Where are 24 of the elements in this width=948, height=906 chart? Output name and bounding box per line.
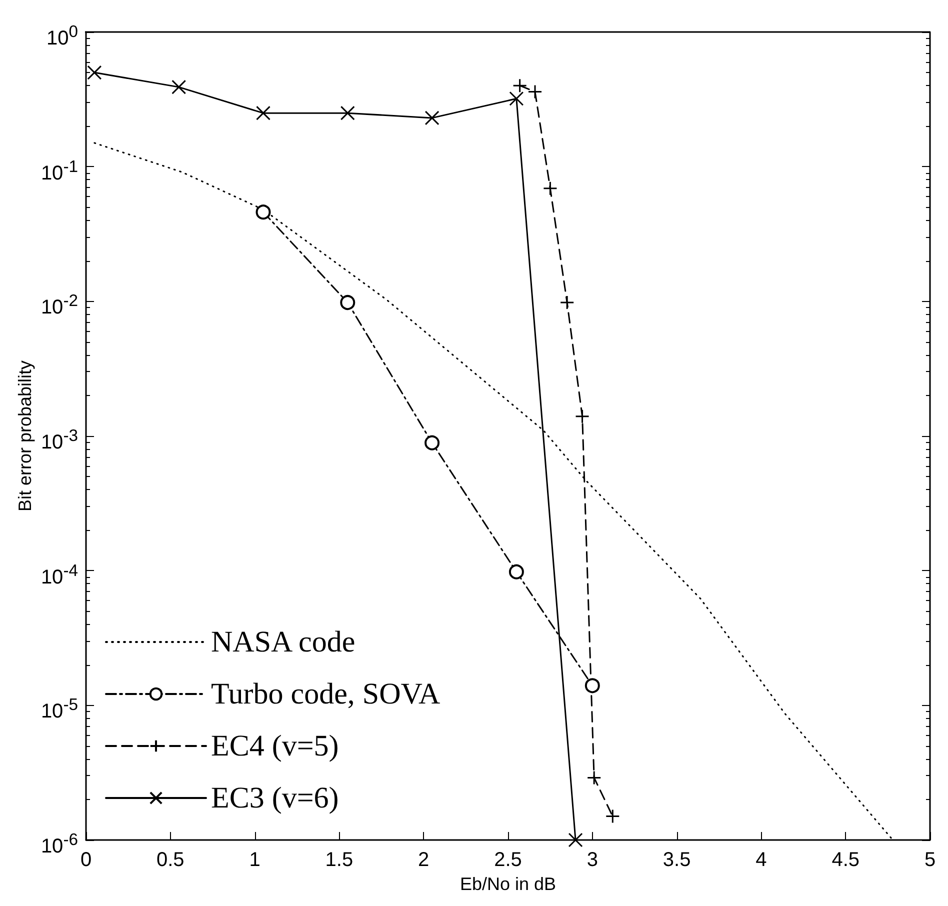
y-tick-label: 10$^{-1}$ bbox=[40, 156, 78, 186]
x-tick-label: 4.5 bbox=[832, 849, 860, 871]
y-tick-label: 10$^{-6}$ bbox=[40, 829, 78, 860]
legend-label: EC3 (v=6) bbox=[211, 782, 339, 814]
x-tick-label: 0.5 bbox=[156, 849, 184, 871]
legend-label: NASA code bbox=[211, 626, 356, 658]
x-tick-label: 3 bbox=[586, 849, 598, 871]
y-axis-title: Bit error probability bbox=[15, 360, 35, 512]
x-tick-label: 0 bbox=[80, 849, 92, 871]
x-tick-label: 2.5 bbox=[494, 849, 522, 871]
y-tick-label: 10$^{-4}$ bbox=[40, 560, 78, 590]
x-tick-label: 1 bbox=[249, 849, 260, 871]
legend-label: Turbo code, SOVA bbox=[211, 678, 441, 710]
y-tick-label: 10$^{-5}$ bbox=[40, 694, 78, 725]
legend-label: EC4 (v=5) bbox=[211, 730, 339, 762]
x-axis-title: Eb/No in dB bbox=[460, 874, 556, 894]
x-tick-label: 4 bbox=[756, 849, 767, 871]
x-tick-label: 2 bbox=[418, 849, 430, 871]
y-tick-label: 10$^{0}$ bbox=[46, 21, 78, 52]
x-tick-label: 5 bbox=[924, 849, 936, 871]
x-tick-label: 3.5 bbox=[662, 849, 691, 871]
y-tick-label: 10$^{-2}$ bbox=[40, 290, 78, 321]
y-tick-label: 10$^{-3}$ bbox=[40, 425, 78, 456]
x-tick-label: 1.5 bbox=[325, 849, 354, 871]
